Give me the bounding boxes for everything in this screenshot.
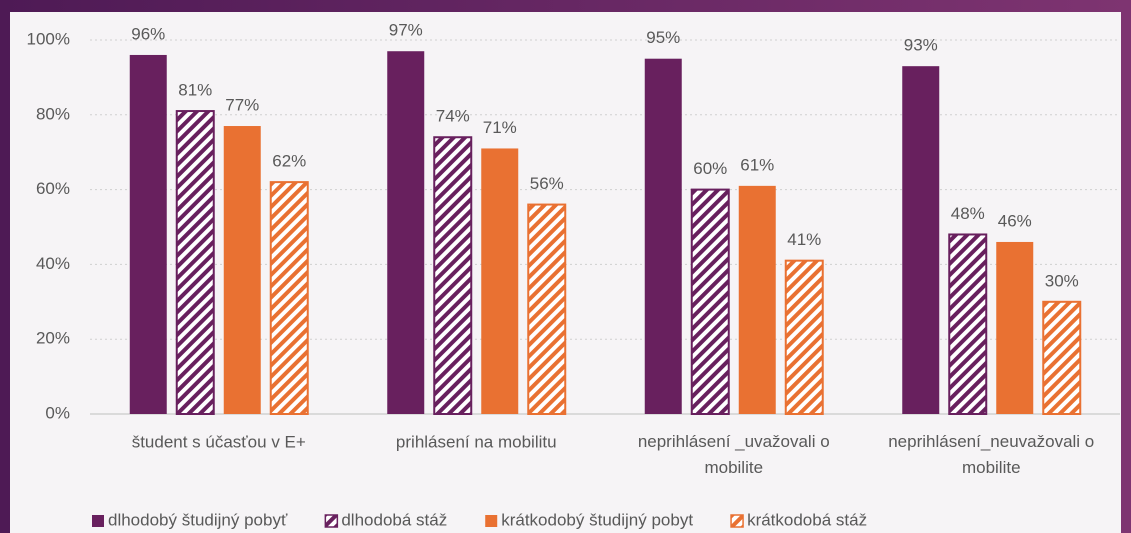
y-tick-label: 100% (27, 29, 70, 48)
legend-swatch (730, 514, 744, 528)
data-label: 60% (693, 159, 727, 178)
x-tick-label: prihlásení na mobilitu (396, 432, 557, 451)
bar (690, 188, 730, 415)
x-tick-label-line: neprihlásení _uvažovali o (638, 432, 830, 451)
y-tick-label: 80% (36, 104, 70, 123)
x-tick-label: študent s účasťou v E+ (132, 432, 306, 451)
data-label: 46% (998, 211, 1032, 230)
data-label: 96% (131, 24, 165, 43)
data-label: 81% (178, 81, 212, 100)
x-tick-label-line: mobilite (962, 458, 1021, 477)
data-label: 71% (483, 118, 517, 137)
data-label: 62% (272, 152, 306, 171)
data-label: 77% (225, 96, 259, 115)
legend-label: krátkodobá stáž (747, 510, 867, 529)
bar (996, 241, 1034, 414)
bar (1042, 300, 1082, 415)
x-tick-label-line: neprihlásení_neuvažovali o (888, 432, 1094, 451)
legend-label: krátkodobý študijný pobyt (501, 510, 693, 529)
bar (902, 66, 940, 415)
data-label: 93% (904, 36, 938, 55)
bar (527, 203, 567, 415)
bar (784, 259, 824, 415)
bar (738, 185, 776, 414)
bar (175, 110, 215, 415)
data-label: 48% (951, 204, 985, 223)
y-tick-label: 0% (45, 403, 70, 422)
data-label: 95% (646, 28, 680, 47)
legend-swatch (92, 515, 104, 527)
data-label: 97% (389, 21, 423, 40)
y-tick-label: 20% (36, 329, 70, 348)
data-label: 30% (1045, 271, 1079, 290)
data-label: 61% (740, 155, 774, 174)
legend-swatch (324, 514, 339, 528)
x-tick-label: neprihlásení_neuvažovali o mobilite (888, 432, 1094, 477)
data-label: 56% (530, 174, 564, 193)
y-tick-label: 60% (36, 179, 70, 198)
x-tick-label-line: mobilite (704, 458, 763, 477)
bar (481, 148, 519, 414)
bar (269, 181, 309, 415)
data-label: 74% (436, 107, 470, 126)
legend-swatch (485, 515, 498, 527)
legend-label: dlhodobý študijný pobyť (108, 510, 288, 529)
data-label: 41% (787, 230, 821, 249)
bar (644, 58, 682, 414)
bar (948, 233, 988, 415)
y-tick-label: 40% (36, 254, 70, 273)
bar (387, 51, 425, 414)
legend-label: dlhodobá stáž (341, 510, 447, 529)
bar (223, 126, 261, 415)
bar (433, 136, 473, 416)
x-tick-label: neprihlásení _uvažovali o mobilite (638, 432, 830, 477)
bar (129, 54, 167, 415)
